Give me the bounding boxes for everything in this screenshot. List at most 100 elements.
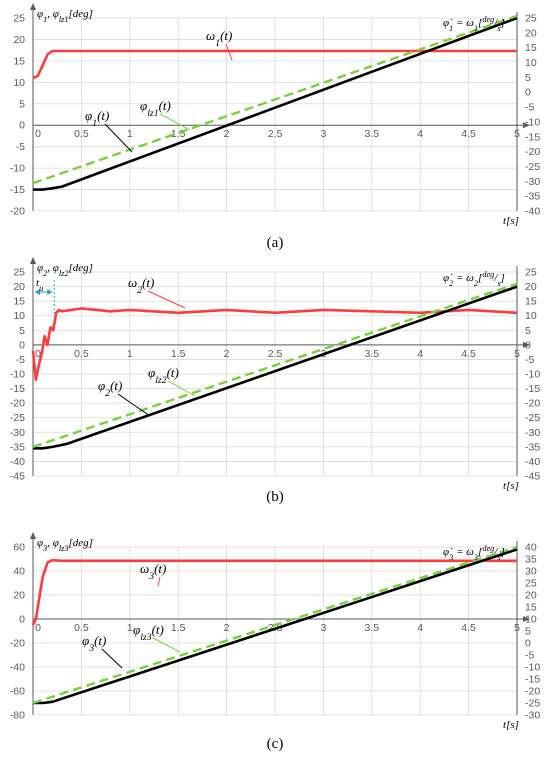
phi-leader: [117, 393, 151, 417]
x-tick-label: 5: [514, 128, 520, 140]
left-tick-label: 0: [19, 339, 25, 351]
left-tick-label: 5: [19, 325, 25, 337]
right-axis-label: φ̇2 = ω2[deg/s]: [443, 270, 505, 288]
t-u-arrowhead: [35, 289, 40, 295]
left-tick-label: -25: [10, 412, 25, 424]
right-axis-label: φ̇3 = ω3[deg/s]: [443, 544, 505, 562]
left-tick-label: -15: [10, 184, 25, 196]
right-tick-label: -25: [525, 161, 540, 173]
x-axis-arrow: [523, 341, 530, 348]
x-tick-label: 4.5: [461, 622, 476, 634]
x-tick-label: 2.5: [268, 348, 283, 360]
phi-leader: [104, 123, 133, 153]
phi-lz-leader: [152, 637, 181, 653]
right-tick-label: 15: [525, 296, 537, 308]
right-tick-label: 30: [525, 566, 537, 578]
right-tick-label: 25: [525, 267, 537, 279]
omega-leader: [147, 290, 186, 309]
right-tick-label: -15: [525, 674, 540, 686]
left-tick-label: 20: [13, 590, 25, 602]
left-tick-label: 5: [19, 98, 25, 110]
series-line: [33, 285, 518, 450]
right-tick-label: 35: [525, 554, 537, 566]
left-tick-label: -60: [10, 686, 25, 698]
x-axis-label: t[s]: [503, 719, 519, 731]
x-axis-arrow: [523, 122, 530, 129]
y-axis-arrow: [30, 3, 36, 10]
panel-caption: (a): [267, 235, 284, 251]
x-tick-label: 4: [417, 622, 423, 634]
right-tick-label: 0: [525, 638, 531, 650]
left-tick-label: -5: [16, 141, 25, 153]
y-axis-arrow: [30, 532, 36, 539]
x-tick-label: 3.5: [364, 622, 379, 634]
left-tick-label: -10: [10, 163, 25, 175]
chart-panel-c: 6040200-20-40-60-804035302520151050-5-10…: [10, 532, 540, 752]
x-axis-arrow: [523, 616, 530, 622]
phi-label: φ1(t): [85, 108, 109, 129]
left-axis-label: φ2, φlz2[deg]: [37, 262, 93, 278]
right-tick-label: 5: [525, 626, 531, 638]
right-tick-label: -40: [525, 456, 540, 468]
right-tick-label: 10: [525, 310, 537, 322]
x-tick-label: 0: [35, 128, 41, 140]
right-tick-label: -10: [525, 369, 540, 381]
series-line: [31, 307, 518, 382]
x-tick-label: 3: [320, 622, 326, 634]
x-tick-label: 3: [320, 128, 326, 140]
left-tick-label: 25: [13, 13, 25, 25]
left-tick-label: 25: [13, 267, 25, 279]
omega-leader: [157, 576, 161, 587]
series-line: [32, 49, 517, 80]
omega-label: ω3(t): [140, 561, 166, 582]
x-tick-label: 0.5: [74, 128, 89, 140]
right-tick-label: 10: [525, 614, 537, 626]
phi-label: φ3(t): [82, 633, 106, 654]
x-tick-label: 1: [127, 348, 133, 360]
right-tick-label: -10: [525, 662, 540, 674]
left-tick-label: 60: [13, 542, 25, 554]
chart-panel-b: 2520151050-5-10-15-20-25-30-35-40-452520…: [10, 257, 540, 505]
right-tick-label: 40: [525, 542, 537, 554]
left-tick-label: -20: [10, 638, 25, 650]
x-tick-label: 3.5: [364, 348, 379, 360]
right-tick-label: 10: [525, 57, 537, 69]
right-tick-label: 15: [525, 42, 537, 54]
x-tick-label: 1.5: [171, 348, 186, 360]
phi-lz-leader: [167, 380, 196, 397]
x-tick-label: 0: [35, 622, 41, 634]
x-axis-label: t[s]: [503, 480, 519, 492]
x-tick-label: 4: [417, 348, 423, 360]
panel-caption: (b): [266, 489, 284, 505]
phi-lz-label: φlz2(t): [148, 365, 179, 386]
right-tick-label: -30: [525, 176, 540, 188]
right-tick-label: -15: [525, 131, 540, 143]
right-tick-label: 20: [525, 590, 537, 602]
right-tick-label: -20: [525, 686, 540, 698]
right-tick-label: -15: [525, 383, 540, 395]
right-tick-label: -20: [525, 146, 540, 158]
x-tick-label: 5: [514, 622, 520, 634]
x-tick-label: 3.5: [364, 128, 379, 140]
phi-label: φ2(t): [98, 378, 122, 399]
left-tick-label: 0: [19, 120, 25, 132]
left-tick-label: -15: [10, 383, 25, 395]
x-tick-label: 1: [127, 128, 133, 140]
right-tick-label: -40: [525, 206, 540, 218]
x-tick-label: 4.5: [461, 348, 476, 360]
right-tick-label: -35: [525, 191, 540, 203]
left-tick-label: 20: [13, 281, 25, 293]
left-tick-label: -20: [10, 398, 25, 410]
series-line: [31, 558, 517, 626]
left-tick-label: -10: [10, 369, 25, 381]
left-tick-label: -40: [10, 662, 25, 674]
series-line: [33, 16, 518, 191]
right-tick-label: -20: [525, 398, 540, 410]
right-tick-label: -5: [525, 354, 534, 366]
x-tick-label: 0: [35, 348, 41, 360]
x-tick-label: 4.5: [461, 128, 476, 140]
left-tick-label: 40: [13, 566, 25, 578]
x-tick-label: 5: [514, 348, 520, 360]
left-tick-label: 15: [13, 55, 25, 67]
